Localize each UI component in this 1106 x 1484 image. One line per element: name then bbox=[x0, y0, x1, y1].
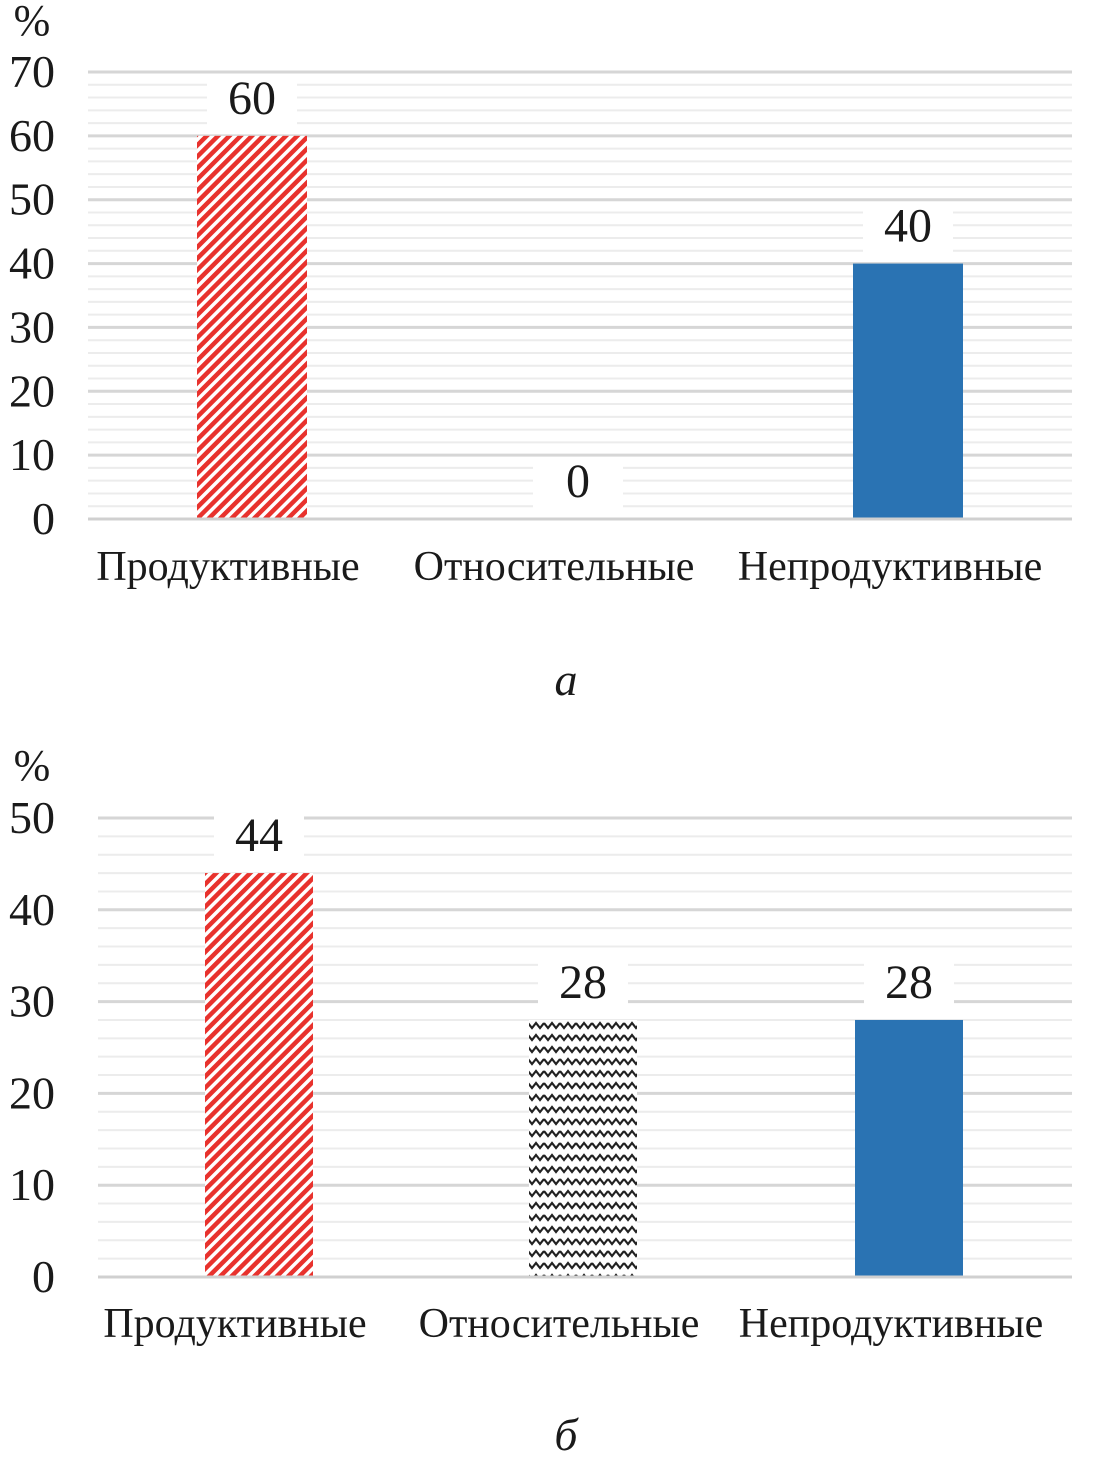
category-label: Непродуктивные bbox=[738, 544, 1042, 590]
y-axis-label: % bbox=[14, 0, 51, 45]
bar-2 bbox=[529, 1019, 637, 1277]
panel-label: б bbox=[554, 1409, 579, 1460]
data-label: 40 bbox=[884, 200, 932, 253]
category-label: Относительные bbox=[419, 1301, 700, 1347]
data-label-background bbox=[214, 811, 304, 870]
y-tick-label: 70 bbox=[9, 46, 55, 97]
y-tick-label: 50 bbox=[9, 174, 55, 225]
y-tick-label: 30 bbox=[9, 301, 55, 352]
data-label: 28 bbox=[885, 956, 933, 1009]
panel-label: а bbox=[555, 654, 578, 705]
bar-1 bbox=[205, 873, 313, 1277]
y-tick-label: 10 bbox=[9, 429, 55, 480]
bar-3 bbox=[855, 1019, 963, 1277]
data-label-background bbox=[863, 201, 953, 260]
bar-1 bbox=[197, 135, 307, 519]
y-axis-label: % bbox=[14, 741, 51, 790]
y-tick-label: 50 bbox=[9, 792, 55, 843]
y-tick-label: 10 bbox=[9, 1159, 55, 1210]
y-tick-label: 40 bbox=[9, 238, 55, 289]
data-label-background bbox=[538, 957, 628, 1016]
category-label: Относительные bbox=[414, 544, 695, 590]
category-label: Продуктивные bbox=[103, 1301, 366, 1347]
data-label: 60 bbox=[228, 72, 276, 125]
y-tick-label: 60 bbox=[9, 110, 55, 161]
y-tick-label: 0 bbox=[32, 1251, 55, 1302]
category-label: Продуктивные bbox=[96, 544, 359, 590]
data-label-background bbox=[533, 457, 623, 515]
data-label: 44 bbox=[235, 809, 283, 862]
y-tick-label: 40 bbox=[9, 884, 55, 935]
data-label-background bbox=[207, 73, 297, 132]
category-label: Непродуктивные bbox=[739, 1301, 1043, 1347]
y-tick-label: 0 bbox=[32, 493, 55, 544]
y-tick-label: 20 bbox=[9, 1067, 55, 1118]
data-label: 28 bbox=[559, 956, 607, 1009]
bar-3 bbox=[853, 263, 963, 519]
y-tick-label: 20 bbox=[9, 365, 55, 416]
data-label-background bbox=[864, 957, 954, 1016]
data-label: 0 bbox=[566, 455, 590, 508]
y-tick-label: 30 bbox=[9, 976, 55, 1027]
